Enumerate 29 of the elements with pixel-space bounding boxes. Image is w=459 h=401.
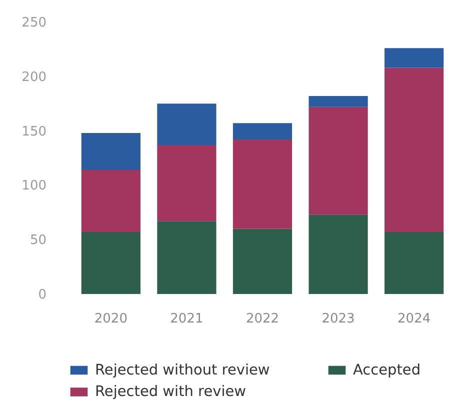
y-tick-label: 200	[22, 70, 46, 85]
bar	[81, 232, 140, 294]
bar	[81, 132, 140, 170]
y-tick-label: 50	[30, 233, 46, 248]
legend-label: Rejected without review	[95, 362, 270, 378]
bar	[157, 221, 216, 294]
bar	[232, 228, 292, 294]
x-tick-label: 2020	[94, 312, 128, 326]
bar	[81, 170, 140, 232]
bar	[384, 48, 444, 68]
y-tick-label: 150	[22, 124, 46, 140]
bar	[308, 96, 368, 107]
x-tick-label: 2022	[246, 312, 280, 326]
bar	[232, 140, 292, 229]
x-tick-label: 2023	[322, 312, 355, 326]
bar	[308, 106, 368, 215]
y-tick-label: 0	[38, 288, 46, 302]
bar	[384, 232, 444, 294]
bar	[308, 214, 368, 294]
legend-label: Rejected with review	[95, 384, 246, 400]
x-tick-label: 2021	[170, 312, 204, 326]
y-tick-label: 250	[22, 16, 46, 30]
legend-label: Accepted	[353, 362, 421, 378]
bar	[157, 104, 216, 145]
bar	[384, 68, 444, 232]
y-tick-label: 100	[22, 178, 46, 194]
bar	[157, 144, 216, 222]
bar	[232, 123, 292, 140]
x-tick-label: 2024	[398, 312, 431, 326]
